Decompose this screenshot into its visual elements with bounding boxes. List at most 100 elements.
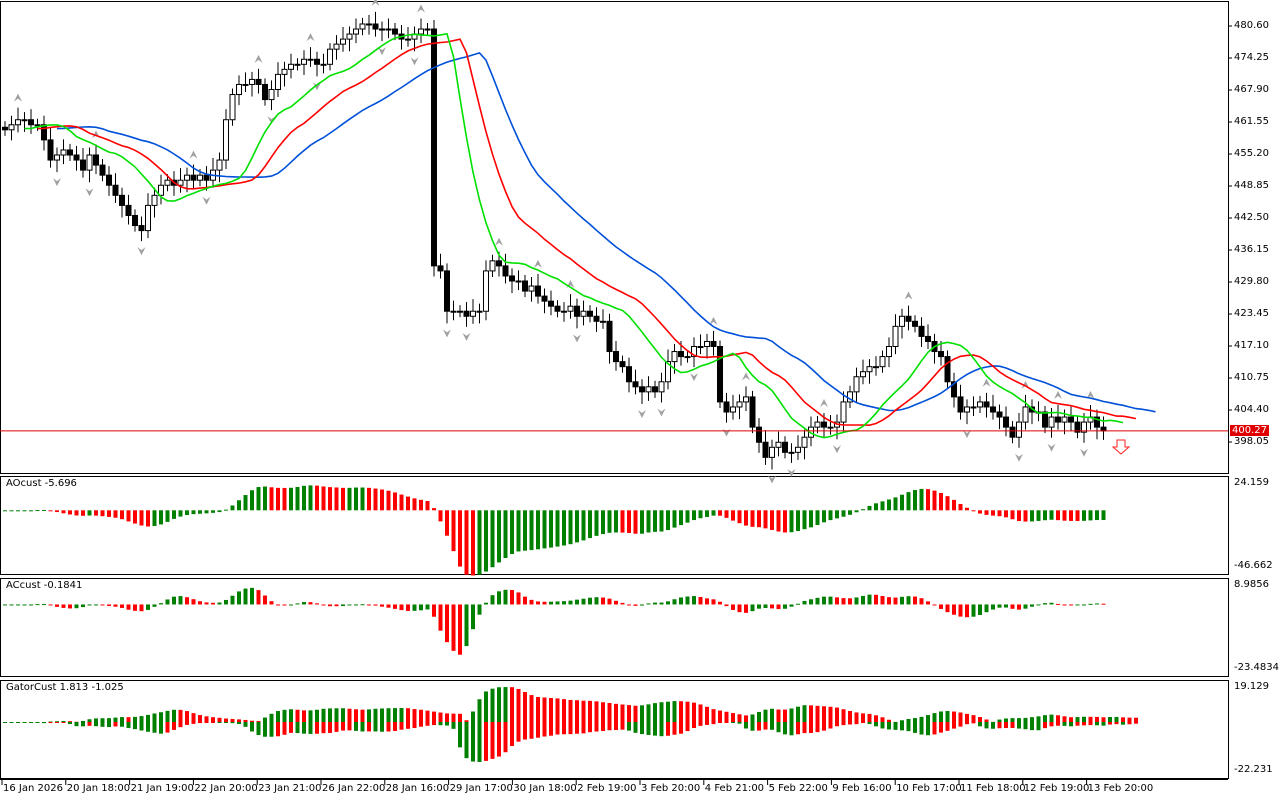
- ac-bar: [984, 604, 989, 613]
- gator-upper-bar: [412, 709, 417, 722]
- candle-body: [944, 356, 951, 383]
- gator-lower-bar: [451, 722, 456, 729]
- candle-body: [567, 305, 574, 312]
- candle-body: [502, 265, 509, 277]
- ac-bar: [575, 599, 579, 605]
- ao-bar: [653, 510, 657, 532]
- candle-body: [1022, 406, 1029, 423]
- gator-lower-bar: [406, 722, 410, 729]
- gator-lower-bar: [861, 722, 865, 723]
- gator-lower-bar: [952, 722, 956, 729]
- ac-bar: [471, 604, 475, 630]
- gator-upper-bar: [269, 713, 274, 722]
- ao-bar: [302, 485, 306, 511]
- ao-bar: [887, 499, 891, 511]
- ac-bar: [503, 589, 508, 605]
- candle-body: [769, 446, 775, 458]
- ao-bar: [906, 492, 911, 511]
- candle-body: [535, 285, 541, 297]
- candle-body: [580, 310, 587, 317]
- gator-upper-bar: [809, 705, 813, 722]
- ac-bar: [900, 596, 904, 605]
- gator-upper-bar: [724, 711, 729, 722]
- ac-bar: [185, 597, 189, 605]
- gator-upper-bar: [146, 714, 150, 722]
- candle-body: [314, 58, 320, 65]
- gator-upper-bar: [1049, 714, 1054, 722]
- fractal-down-arrow-icon: [462, 332, 471, 341]
- gator-lower-bar: [841, 722, 846, 726]
- ac-bar: [997, 604, 1002, 608]
- gator-upper-bar: [380, 708, 384, 722]
- gator-upper-bar: [978, 717, 982, 722]
- gator-upper-bar: [477, 699, 482, 722]
- candle-body: [574, 305, 580, 317]
- gator-upper-bar: [1010, 718, 1015, 722]
- fractal-down-arrow-icon: [768, 475, 776, 484]
- gator-upper-bar: [783, 709, 787, 722]
- ac-bar: [874, 594, 878, 605]
- ao-bar: [731, 510, 735, 521]
- y-tick-label: 448.85: [1234, 180, 1269, 191]
- candle-body: [554, 305, 561, 312]
- ao-bar: [250, 490, 254, 511]
- ao-bar: [432, 508, 436, 511]
- gator-lower-bar: [887, 722, 891, 730]
- alligator-lips-line: [24, 32, 1124, 439]
- gator-upper-bar: [61, 720, 66, 722]
- gator-upper-bar: [737, 714, 742, 722]
- candle-body: [704, 340, 710, 348]
- ac-bar: [880, 596, 885, 605]
- ac-bar: [711, 599, 716, 605]
- ao-bar: [666, 510, 670, 531]
- ac-bar: [22, 604, 27, 606]
- ac-bar: [198, 601, 202, 605]
- alligator-teeth-line: [37, 38, 1137, 427]
- ac-bar: [497, 591, 501, 605]
- ac-bar: [412, 604, 417, 611]
- ac-bar: [932, 604, 937, 606]
- ao-bar: [289, 487, 293, 511]
- gator-upper-bar: [367, 709, 371, 722]
- candle-body: [437, 265, 444, 272]
- ao-bar: [1017, 510, 1021, 521]
- ac-bar: [380, 604, 384, 607]
- ao-pane-frame: [0, 476, 1229, 575]
- ao-bar: [874, 503, 878, 511]
- gator-upper-bar: [887, 719, 891, 722]
- candle-body: [93, 154, 99, 166]
- gator-lower-bar: [308, 722, 313, 734]
- gator-lower-bar: [432, 722, 436, 726]
- candle-body: [112, 184, 119, 196]
- gator-lower-bar: [490, 722, 495, 759]
- fractal-down-arrow-icon: [690, 373, 698, 382]
- ao-bar: [594, 510, 599, 536]
- gator-lower-bar: [789, 722, 794, 736]
- gator-lower-bar: [978, 722, 982, 727]
- candle-body: [2, 126, 8, 131]
- candle-body: [925, 335, 931, 342]
- gator-lower-bar: [685, 722, 690, 732]
- ac-bar: [1095, 603, 1099, 605]
- gator-lower-bar: [581, 722, 586, 734]
- gator-upper-bar: [347, 708, 352, 722]
- ao-bar: [542, 510, 547, 549]
- candle-body: [418, 28, 424, 35]
- ao-bar: [692, 510, 696, 521]
- ac-bar: [133, 604, 137, 611]
- ac-bar: [250, 587, 254, 605]
- ao-bar: [191, 510, 196, 515]
- gator-upper-bar: [581, 700, 586, 722]
- gator-upper-bar: [159, 712, 163, 722]
- gator-upper-bar: [874, 715, 878, 722]
- gator-lower-bar: [926, 722, 930, 736]
- y-tick-label: 474.25: [1234, 52, 1269, 63]
- fractal-up-arrow-icon: [742, 372, 750, 381]
- gator-lower-bar: [256, 722, 261, 736]
- ac-bar: [432, 604, 436, 617]
- candle-body: [1042, 411, 1048, 428]
- gator-upper-bar: [107, 718, 111, 722]
- gator-upper-bar: [640, 705, 644, 722]
- ao-bar: [477, 510, 482, 575]
